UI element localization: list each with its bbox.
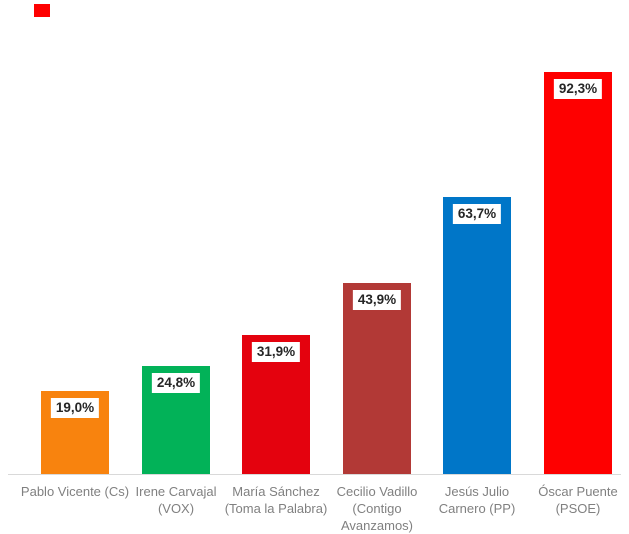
bar: 24,8% <box>142 366 210 474</box>
category-label: Óscar Puente (PSOE) <box>518 483 629 517</box>
category-label: María Sánchez (Toma la Palabra) <box>216 483 336 517</box>
category-label-line: Jesús Julio <box>444 484 510 499</box>
category-label-line: Cecilio Vadillo <box>336 484 418 499</box>
bar: 92,3% <box>544 72 612 474</box>
category-label-line: (PSOE) <box>555 501 601 516</box>
category-label: Jesús Julio Carnero (PP) <box>417 483 537 517</box>
legend-marker-red-square <box>34 4 50 17</box>
category-label-line: María Sánchez <box>232 484 320 499</box>
bar-value-label: 19,0% <box>50 398 100 418</box>
bar-value-label: 24,8% <box>151 373 201 393</box>
category-label: Cecilio Vadillo (Contigo Avanzamos) <box>317 483 437 534</box>
category-label-line: Óscar Puente <box>538 484 618 499</box>
bar-value-label: 43,9% <box>352 290 402 310</box>
x-axis-line <box>8 474 621 475</box>
category-label-line: Irene Carvajal <box>135 484 217 499</box>
category-label-line: Pablo Vicente (Cs) <box>20 484 130 499</box>
category-label-line: Carnero (PP) <box>438 501 516 516</box>
bar: 63,7% <box>443 197 511 474</box>
category-label-line: (Toma la Palabra) <box>224 501 328 516</box>
category-label-line: (Contigo <box>352 501 402 516</box>
bar: 43,9% <box>343 283 411 474</box>
bar-value-label: 63,7% <box>452 204 502 224</box>
category-label: Irene Carvajal (VOX) <box>116 483 236 517</box>
bar-value-label: 31,9% <box>251 342 301 362</box>
bar: 19,0% <box>41 391 109 474</box>
bar-value-label: 92,3% <box>553 79 603 99</box>
bar: 31,9% <box>242 335 310 474</box>
category-label: Pablo Vicente (Cs) <box>15 483 135 500</box>
category-label-line: Avanzamos) <box>340 518 413 533</box>
category-label-line: (VOX) <box>157 501 195 516</box>
